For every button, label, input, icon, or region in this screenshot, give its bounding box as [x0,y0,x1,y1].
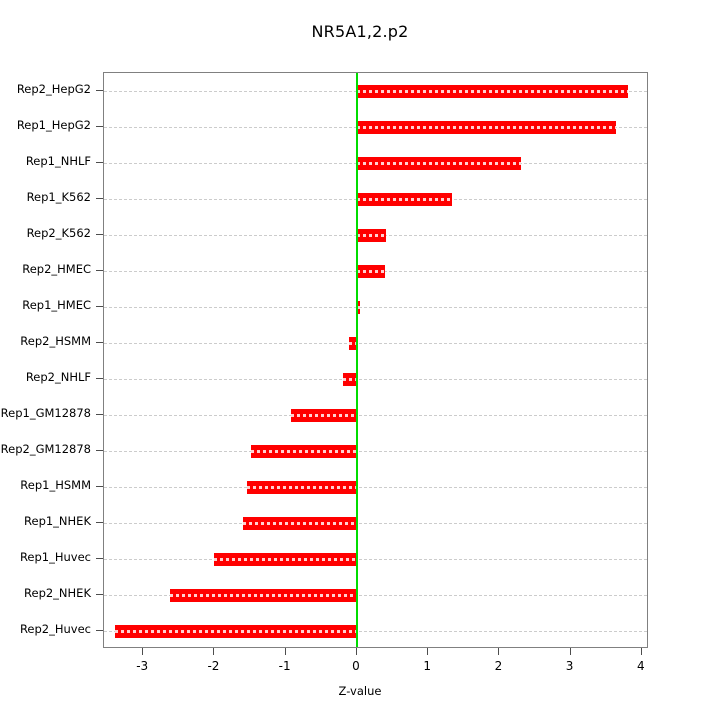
bar [356,300,360,314]
chart-title: NR5A1,2.p2 [311,22,409,41]
x-axis-title: Z-value [338,684,382,698]
gridline [104,595,647,596]
y-tick-label-rep1_huvec: Rep1_Huvec [19,550,91,564]
y-tick-mark [96,414,103,415]
y-tick-label-rep1_gm12878: Rep1_GM12878 [0,406,91,420]
gridline [104,343,647,344]
y-tick-label-rep1_k562: Rep1_K562 [26,190,91,204]
gridline [104,631,647,632]
bar [250,444,358,458]
plot-inner [104,73,647,647]
x-tick-label-0: 0 [352,659,360,673]
bar [349,336,357,350]
y-tick-label-rep2_nhek: Rep2_NHEK [24,586,91,600]
y-tick-mark [96,378,103,379]
y-tick-mark [96,162,103,163]
y-tick-mark [96,558,103,559]
y-tick-label-rep2_gm12878: Rep2_GM12878 [0,442,91,456]
bar [356,228,387,242]
x-tick-label-3: 3 [565,659,574,673]
x-tick-label-4: 4 [637,659,645,673]
y-tick-label-rep2_hepg2: Rep2_HepG2 [16,82,91,96]
x-tick-mark [142,648,144,655]
y-tick-mark [96,342,103,343]
y-tick-mark [96,450,103,451]
y-tick-mark [96,486,103,487]
y-tick-mark [96,306,103,307]
y-tick-label-rep1_nhek: Rep1_NHEK [24,514,91,528]
y-tick-label-rep2_nhlf: Rep2_NHLF [25,370,91,384]
y-tick-label-rep2_hsmm: Rep2_HSMM [20,334,91,348]
gridline [104,379,647,380]
gridline [104,523,647,524]
x-tick-mark [640,648,642,655]
gridline [104,415,647,416]
y-tick-mark [96,126,103,127]
x-tick-mark [427,648,429,655]
bar [356,192,452,206]
bar [214,552,358,566]
gridline [104,559,647,560]
bar [356,84,628,98]
bar [356,264,385,278]
y-tick-mark [96,522,103,523]
y-tick-label-rep1_nhlf: Rep1_NHLF [25,154,91,168]
gridline [104,451,647,452]
x-tick-mark [213,648,215,655]
y-tick-label-rep2_huvec: Rep2_Huvec [19,622,91,636]
y-tick-label-rep2_hmec: Rep2_HMEC [22,262,91,276]
y-tick-label-rep1_hmec: Rep1_HMEC [22,298,91,312]
bar [290,408,358,422]
y-tick-label-rep2_k562: Rep2_K562 [26,226,91,240]
plot-area [103,72,648,648]
bar [115,624,357,638]
bar [342,372,358,386]
x-tick-label--2: -2 [207,659,220,673]
bar [356,156,522,170]
y-tick-mark [96,630,103,631]
y-tick-mark [96,90,103,91]
y-tick-mark [96,270,103,271]
x-tick-label--3: -3 [136,659,149,673]
x-tick-mark [355,648,357,655]
bar [247,480,357,494]
y-tick-mark [96,198,103,199]
x-tick-label--1: -1 [278,659,291,673]
x-tick-label-1: 1 [423,659,431,673]
x-tick-label-2: 2 [494,659,503,673]
bar [242,516,357,530]
gridline [104,487,647,488]
bar [356,120,616,134]
y-tick-label-rep1_hsmm: Rep1_HSMM [20,478,91,492]
x-tick-mark [498,648,500,655]
y-tick-mark [96,594,103,595]
x-tick-mark [284,648,286,655]
x-tick-mark [569,648,571,655]
gridline [104,307,647,308]
bar [169,588,358,602]
zero-reference-line [355,73,358,647]
y-tick-mark [96,234,103,235]
y-tick-label-rep1_hepg2: Rep1_HepG2 [16,118,91,132]
